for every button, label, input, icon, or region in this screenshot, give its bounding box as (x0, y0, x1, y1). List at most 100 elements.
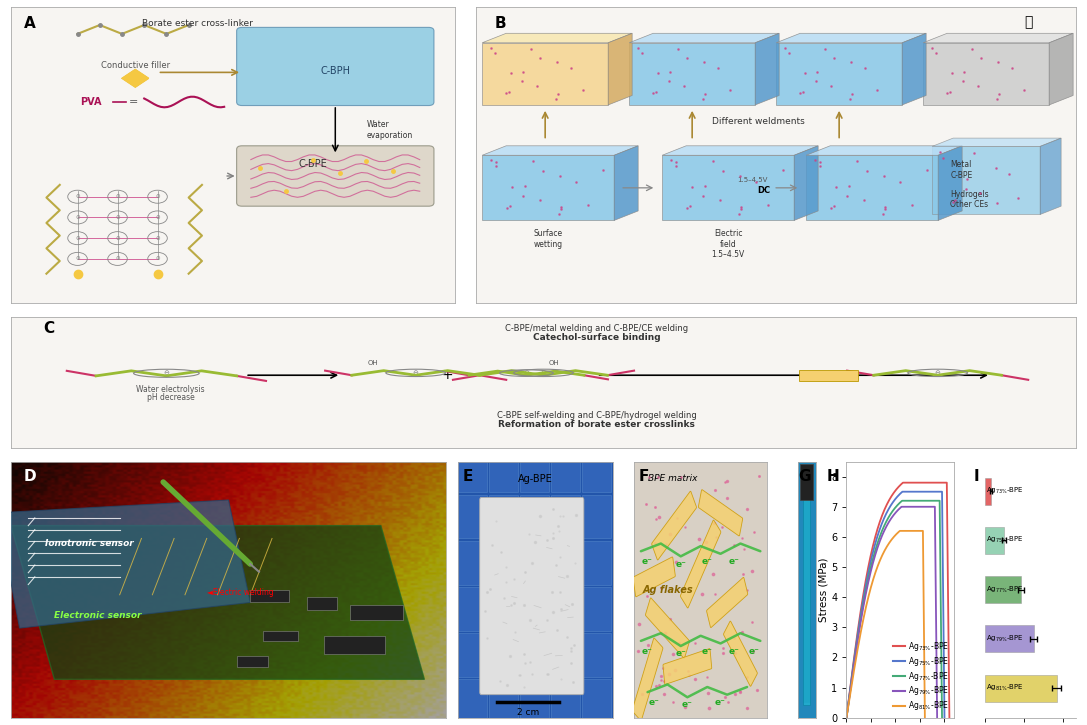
Text: ⊖: ⊖ (155, 236, 160, 241)
Text: 1.5–4.5V: 1.5–4.5V (737, 178, 767, 183)
Text: C-BPE: C-BPE (299, 160, 327, 169)
Ag$_{77\%}$-BPE (840, 713, 853, 722)
Text: ⊖: ⊖ (115, 236, 120, 241)
Line: Ag$_{77\%}$-BPE: Ag$_{77\%}$-BPE (847, 501, 942, 718)
Text: ⊖: ⊖ (75, 194, 79, 199)
FancyBboxPatch shape (489, 679, 517, 723)
FancyBboxPatch shape (724, 621, 758, 687)
Ag$_{79\%}$-BPE (924, 502, 937, 511)
FancyBboxPatch shape (520, 679, 549, 723)
FancyBboxPatch shape (458, 495, 487, 539)
Polygon shape (1049, 33, 1073, 105)
FancyBboxPatch shape (583, 679, 611, 723)
Text: Reformation of borate ester crosslinks: Reformation of borate ester crosslinks (498, 420, 696, 429)
FancyBboxPatch shape (662, 155, 795, 220)
Text: C-BPH: C-BPH (321, 66, 350, 76)
Text: 2 cm: 2 cm (516, 708, 539, 717)
Text: e⁻: e⁻ (715, 698, 726, 707)
FancyBboxPatch shape (483, 155, 614, 220)
FancyBboxPatch shape (250, 589, 289, 602)
Polygon shape (483, 146, 638, 155)
FancyBboxPatch shape (520, 541, 549, 584)
Text: C-BPE self-welding and C-BPE/hydrogel welding: C-BPE self-welding and C-BPE/hydrogel we… (497, 411, 697, 420)
FancyBboxPatch shape (489, 587, 517, 631)
FancyBboxPatch shape (583, 449, 611, 492)
FancyBboxPatch shape (520, 495, 549, 539)
Polygon shape (923, 33, 1073, 43)
FancyBboxPatch shape (263, 631, 298, 641)
FancyBboxPatch shape (237, 146, 434, 206)
Polygon shape (662, 146, 819, 155)
FancyBboxPatch shape (551, 587, 580, 631)
FancyBboxPatch shape (489, 495, 517, 539)
Ag$_{77\%}$-BPE (928, 497, 941, 505)
FancyBboxPatch shape (551, 449, 580, 492)
Text: Ag$_{73\%}$-BPE: Ag$_{73\%}$-BPE (986, 486, 1024, 496)
Text: ⊖: ⊖ (163, 370, 170, 376)
Text: Catechol-surface binding: Catechol-surface binding (533, 333, 661, 341)
Line: Ag$_{79\%}$-BPE: Ag$_{79\%}$-BPE (847, 507, 937, 718)
FancyBboxPatch shape (583, 633, 611, 676)
Polygon shape (902, 33, 926, 105)
FancyBboxPatch shape (923, 43, 1049, 105)
Polygon shape (122, 70, 149, 87)
Text: e⁻: e⁻ (649, 698, 660, 707)
Polygon shape (938, 146, 962, 220)
Text: Ionotronic sensor: Ionotronic sensor (45, 539, 134, 548)
Text: ◄Electric welding: ◄Electric welding (207, 588, 274, 597)
Ag$_{77\%}$-BPE (936, 713, 949, 722)
Text: 🌍: 🌍 (1024, 15, 1033, 29)
Ag$_{79\%}$-BPE (922, 502, 935, 511)
Ag$_{73\%}$-BPE (935, 478, 948, 487)
FancyBboxPatch shape (458, 633, 487, 676)
Text: Ag$_{75\%}$-BPE: Ag$_{75\%}$-BPE (986, 535, 1024, 545)
Text: e⁻: e⁻ (675, 560, 686, 568)
Ag$_{81\%}$-BPE (919, 713, 932, 722)
Text: e⁻: e⁻ (682, 700, 692, 710)
Text: e⁻: e⁻ (642, 647, 653, 655)
FancyBboxPatch shape (583, 495, 611, 539)
Polygon shape (755, 33, 779, 105)
Ag$_{79\%}$-BPE (869, 552, 882, 560)
Text: G: G (798, 469, 811, 484)
Text: e⁻: e⁻ (728, 557, 739, 566)
Ag$_{77\%}$-BPE (929, 497, 942, 505)
Line: Ag$_{73\%}$-BPE: Ag$_{73\%}$-BPE (847, 483, 949, 718)
Ag$_{77\%}$-BPE (870, 542, 883, 550)
Text: I: I (974, 469, 979, 484)
FancyBboxPatch shape (583, 587, 611, 631)
Polygon shape (11, 526, 424, 679)
Ag$_{79\%}$-BPE (896, 502, 909, 511)
FancyBboxPatch shape (635, 462, 767, 718)
Text: DC: DC (758, 186, 771, 195)
FancyBboxPatch shape (458, 541, 487, 584)
Text: Electronic sensor: Electronic sensor (54, 610, 141, 620)
Ag$_{79\%}$-BPE (924, 502, 937, 511)
Bar (985, 576, 1021, 603)
FancyBboxPatch shape (583, 541, 611, 584)
Ag$_{79\%}$-BPE (930, 713, 944, 722)
Line: Ag$_{75\%}$-BPE: Ag$_{75\%}$-BPE (847, 492, 945, 718)
FancyBboxPatch shape (551, 679, 580, 723)
Line: Ag$_{81\%}$-BPE: Ag$_{81\%}$-BPE (847, 531, 925, 718)
Text: ⊖: ⊖ (75, 257, 79, 262)
Text: e⁻: e⁻ (702, 557, 713, 566)
FancyBboxPatch shape (458, 449, 487, 492)
FancyBboxPatch shape (807, 155, 938, 220)
Ag$_{81\%}$-BPE (912, 526, 925, 535)
Text: Conductive filler: Conductive filler (101, 61, 170, 70)
Polygon shape (608, 33, 633, 105)
Ag$_{75\%}$-BPE (930, 487, 944, 496)
Ag$_{73\%}$-BPE (840, 713, 853, 722)
Text: e⁻: e⁻ (728, 647, 739, 655)
Ag$_{73\%}$-BPE (873, 521, 886, 529)
Text: ⊖: ⊖ (115, 215, 120, 220)
FancyBboxPatch shape (324, 636, 385, 654)
FancyBboxPatch shape (458, 679, 487, 723)
Ag$_{75\%}$-BPE (917, 487, 930, 496)
Text: Ag$_{81\%}$-BPE: Ag$_{81\%}$-BPE (986, 683, 1024, 693)
Text: ⊖: ⊖ (115, 194, 120, 199)
FancyBboxPatch shape (629, 43, 755, 105)
Text: OH: OH (367, 360, 378, 366)
Bar (985, 478, 990, 505)
